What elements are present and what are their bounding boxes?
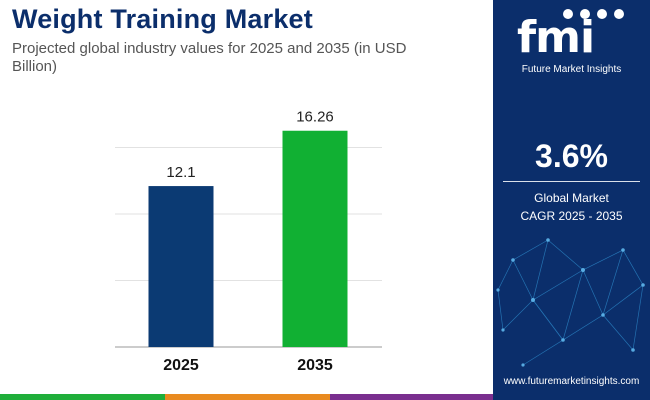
cagr-value: 3.6% bbox=[535, 138, 608, 174]
stripe-green bbox=[0, 394, 165, 400]
stripe-purple bbox=[330, 394, 493, 400]
chart-subtitle: Projected global industry values for 202… bbox=[12, 40, 407, 75]
cagr-divider bbox=[503, 181, 640, 182]
logo-text: fmi bbox=[517, 12, 595, 63]
x-tick-label-2025: 2025 bbox=[163, 357, 199, 374]
cagr-label-line2: CAGR 2025 - 2035 bbox=[520, 209, 623, 223]
chart-panel: Weight Training Market Projected global … bbox=[12, 4, 407, 374]
logo-company-name: Future Market Insights bbox=[521, 64, 622, 75]
network-graphic bbox=[496, 238, 645, 367]
bar-2025 bbox=[148, 186, 214, 347]
sidebar-panel: fmi Future Market Insights 3.6% Global M… bbox=[493, 0, 650, 394]
logo-icons bbox=[563, 9, 624, 19]
cagr-label-line1: Global Market bbox=[534, 191, 609, 205]
x-tick-label-2035: 2035 bbox=[297, 357, 333, 374]
color-stripe bbox=[0, 394, 650, 400]
bar-chart: 12.1 2025 16.26 2035 bbox=[115, 109, 382, 374]
website-url: www.futuremarketinsights.com bbox=[503, 376, 640, 387]
value-label-2025: 12.1 bbox=[166, 164, 195, 181]
chart-title: Weight Training Market bbox=[12, 4, 313, 34]
bar-2035 bbox=[282, 130, 348, 347]
cagr-label: Global Market CAGR 2025 - 2035 bbox=[493, 189, 650, 225]
stripe-orange bbox=[165, 394, 330, 400]
stripe-navy bbox=[493, 394, 650, 400]
value-label-2035: 16.26 bbox=[296, 109, 334, 126]
